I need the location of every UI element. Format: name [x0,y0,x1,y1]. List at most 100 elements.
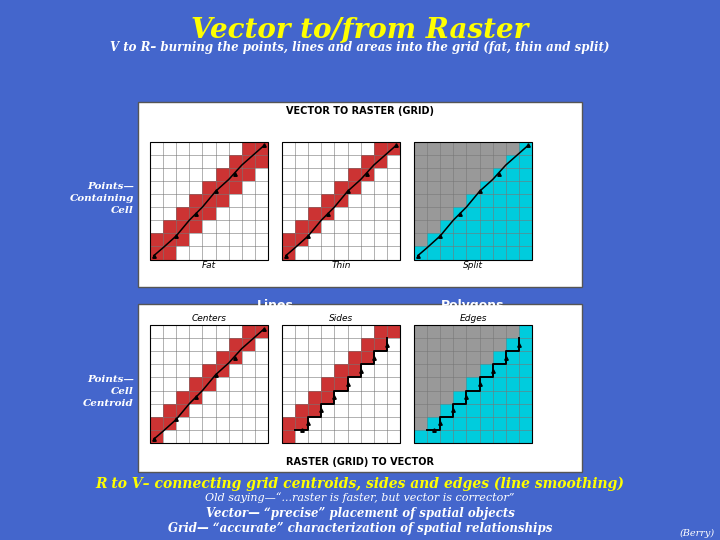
Bar [138,304,582,472]
Bar [454,194,467,207]
Bar [414,141,532,260]
Text: Lines: Lines [256,299,294,312]
Bar [414,233,427,246]
Text: Vector— “precise” placement of spatial objects: Vector— “precise” placement of spatial o… [206,507,514,520]
Bar [505,417,519,430]
Bar [308,390,321,404]
Bar [176,220,189,233]
Bar [454,168,467,181]
Bar [519,181,532,194]
Bar [163,417,176,430]
Bar [427,168,440,181]
Bar [229,154,242,168]
Bar [492,364,505,377]
Bar [440,364,454,377]
Bar [138,102,582,287]
Bar [505,325,519,338]
Bar [335,194,348,207]
Bar [215,364,229,377]
Bar [467,246,480,260]
Bar [467,404,480,417]
Bar [150,325,268,443]
Bar [492,181,505,194]
Bar [414,325,427,338]
Bar [348,181,361,194]
Bar [519,220,532,233]
Text: RASTER (GRID) TO VECTOR: RASTER (GRID) TO VECTOR [286,457,434,467]
Bar [454,141,467,154]
Bar [335,181,348,194]
Bar [440,404,454,417]
Bar [427,220,440,233]
Bar [202,194,215,207]
Bar [427,181,440,194]
Bar [414,325,532,443]
Bar [427,377,440,390]
Bar [467,351,480,364]
Bar [361,168,374,181]
Text: Edges: Edges [459,314,487,323]
Bar [505,233,519,246]
Bar [229,338,242,351]
Bar [519,364,532,377]
Bar [427,141,440,154]
Bar [374,154,387,168]
Bar [374,338,387,351]
Bar [492,207,505,220]
Text: R to V– connecting grid centroids, sides and edges (line smoothing): R to V– connecting grid centroids, sides… [96,477,624,491]
Bar [321,377,335,390]
Bar [454,364,467,377]
Bar [255,325,268,338]
Bar [480,430,492,443]
Bar [480,141,492,154]
Bar [321,207,335,220]
Bar [414,246,427,260]
Text: Points—: Points— [87,375,134,384]
Bar [414,404,427,417]
Bar [427,233,440,246]
Bar [427,404,440,417]
Bar [295,404,308,417]
Bar [480,351,492,364]
Bar [480,377,492,390]
Bar [414,168,427,181]
Text: V to R– burning the points, lines and areas into the grid (fat, thin and split): V to R– burning the points, lines and ar… [110,41,610,54]
Bar [348,364,361,377]
Bar [492,325,505,338]
Bar [519,351,532,364]
Bar [440,220,454,233]
Bar [427,417,440,430]
Bar [454,351,467,364]
Bar [242,154,255,168]
Bar [467,364,480,377]
Bar [374,325,387,338]
Text: Fat: Fat [202,261,216,271]
Bar [189,390,202,404]
Text: Polygons: Polygons [441,299,505,312]
Bar [282,417,295,430]
Bar [440,207,454,220]
Bar [467,207,480,220]
Bar [454,417,467,430]
Text: Cell: Cell [111,206,134,215]
Bar [505,246,519,260]
Bar [454,338,467,351]
Bar [414,417,427,430]
Bar [414,141,427,154]
Bar [163,220,176,233]
Bar [467,194,480,207]
Bar [414,141,532,260]
Bar [427,430,440,443]
Bar [467,390,480,404]
Bar [492,233,505,246]
Bar [308,220,321,233]
Text: Split: Split [463,261,483,271]
Bar [361,351,374,364]
Bar [189,194,202,207]
Bar [414,220,427,233]
Bar [189,377,202,390]
Bar [505,207,519,220]
Bar [454,390,467,404]
Bar [467,233,480,246]
Bar [440,417,454,430]
